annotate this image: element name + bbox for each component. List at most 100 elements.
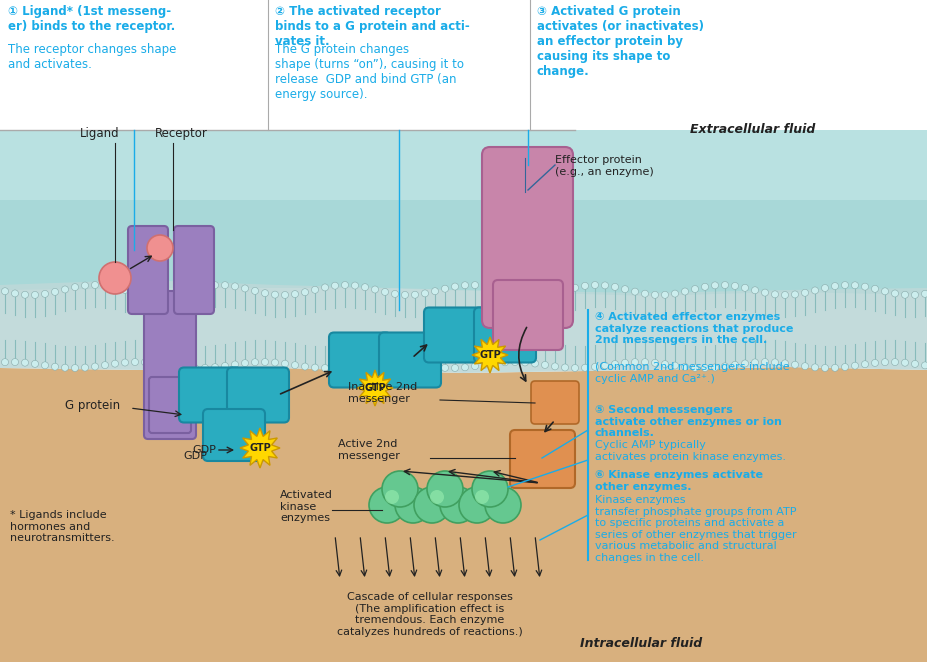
Circle shape — [341, 363, 349, 370]
FancyBboxPatch shape — [531, 381, 579, 424]
Circle shape — [147, 235, 173, 261]
Circle shape — [369, 487, 405, 523]
Circle shape — [459, 487, 495, 523]
Text: GDP: GDP — [183, 451, 207, 461]
Circle shape — [892, 359, 898, 365]
Circle shape — [475, 490, 489, 504]
Circle shape — [702, 283, 708, 291]
Circle shape — [662, 291, 668, 299]
Circle shape — [151, 291, 159, 299]
Circle shape — [811, 364, 819, 371]
Circle shape — [142, 359, 148, 365]
Text: Intracellular fluid: Intracellular fluid — [580, 637, 703, 650]
FancyBboxPatch shape — [144, 291, 196, 439]
Circle shape — [427, 471, 463, 507]
Circle shape — [242, 359, 248, 367]
Circle shape — [581, 364, 589, 371]
Text: ① Ligand* (1st messeng-
er) binds to the receptor.: ① Ligand* (1st messeng- er) binds to the… — [8, 5, 175, 33]
Circle shape — [522, 291, 528, 298]
Text: Cascade of cellular responses
(The amplification effect is
tremendous. Each enzy: Cascade of cellular responses (The ampli… — [337, 592, 523, 637]
Circle shape — [591, 281, 599, 289]
Circle shape — [911, 291, 919, 299]
Text: ② The activated receptor
binds to a G protein and acti-
vates it.: ② The activated receptor binds to a G pr… — [275, 5, 470, 48]
Circle shape — [911, 360, 919, 367]
Polygon shape — [357, 370, 393, 406]
Polygon shape — [240, 428, 280, 468]
Circle shape — [291, 361, 298, 369]
Circle shape — [101, 282, 108, 289]
Circle shape — [322, 365, 328, 371]
Circle shape — [32, 360, 39, 367]
FancyBboxPatch shape — [379, 332, 441, 387]
Circle shape — [272, 291, 278, 298]
Circle shape — [282, 291, 288, 299]
Text: Extracellular fluid: Extracellular fluid — [690, 123, 816, 136]
Circle shape — [382, 359, 388, 365]
Text: GDP: GDP — [192, 445, 216, 455]
Circle shape — [472, 363, 478, 369]
Circle shape — [612, 283, 618, 291]
Circle shape — [652, 359, 658, 366]
Circle shape — [142, 291, 148, 298]
Circle shape — [92, 281, 98, 289]
Circle shape — [821, 285, 829, 291]
Text: Receptor: Receptor — [155, 127, 208, 140]
Circle shape — [211, 281, 219, 289]
Circle shape — [441, 285, 449, 292]
Circle shape — [121, 287, 129, 293]
FancyBboxPatch shape — [482, 147, 573, 328]
Circle shape — [512, 289, 518, 297]
Circle shape — [901, 291, 908, 299]
Circle shape — [861, 283, 869, 290]
Circle shape — [282, 360, 288, 367]
Text: Active 2nd
messenger: Active 2nd messenger — [338, 439, 400, 461]
Circle shape — [222, 362, 228, 369]
Circle shape — [11, 359, 19, 365]
Circle shape — [541, 291, 549, 298]
Text: The G protein changes
shape (turns “on”), causing it to
release  GDP and bind GT: The G protein changes shape (turns “on”)… — [275, 43, 464, 101]
Text: GTP: GTP — [364, 383, 386, 393]
Circle shape — [485, 487, 521, 523]
Circle shape — [451, 283, 459, 290]
Circle shape — [852, 282, 858, 289]
FancyBboxPatch shape — [149, 377, 191, 433]
Circle shape — [391, 359, 399, 365]
Polygon shape — [0, 367, 927, 662]
Circle shape — [351, 362, 359, 369]
Circle shape — [414, 487, 450, 523]
Circle shape — [612, 361, 618, 367]
Circle shape — [52, 289, 58, 295]
Circle shape — [71, 365, 79, 371]
Circle shape — [802, 289, 808, 297]
Circle shape — [201, 283, 209, 290]
Circle shape — [61, 364, 69, 371]
Circle shape — [882, 359, 888, 365]
Circle shape — [621, 286, 629, 293]
Circle shape — [572, 365, 578, 371]
Circle shape — [781, 360, 789, 367]
FancyBboxPatch shape — [128, 226, 168, 314]
Circle shape — [702, 365, 708, 371]
Text: Cyclic AMP typically
activates protein kinase enzymes.: Cyclic AMP typically activates protein k… — [595, 440, 786, 461]
Circle shape — [21, 291, 29, 299]
Circle shape — [602, 282, 608, 289]
Circle shape — [132, 289, 138, 296]
Text: ⑥ Kinase enzymes activate
other enzymes.: ⑥ Kinase enzymes activate other enzymes. — [595, 470, 763, 492]
Text: Effector protein
(e.g., an enzyme): Effector protein (e.g., an enzyme) — [555, 155, 654, 177]
Circle shape — [761, 289, 768, 296]
Circle shape — [441, 364, 449, 371]
Circle shape — [662, 361, 668, 367]
Circle shape — [251, 359, 259, 365]
Circle shape — [182, 363, 188, 371]
Circle shape — [832, 283, 839, 289]
Circle shape — [921, 291, 927, 297]
Circle shape — [852, 362, 858, 369]
Circle shape — [641, 359, 649, 365]
Circle shape — [61, 286, 69, 293]
Circle shape — [362, 360, 369, 367]
Circle shape — [892, 290, 898, 297]
Circle shape — [222, 281, 228, 289]
Polygon shape — [0, 130, 927, 296]
Circle shape — [581, 283, 589, 289]
Circle shape — [430, 490, 444, 504]
